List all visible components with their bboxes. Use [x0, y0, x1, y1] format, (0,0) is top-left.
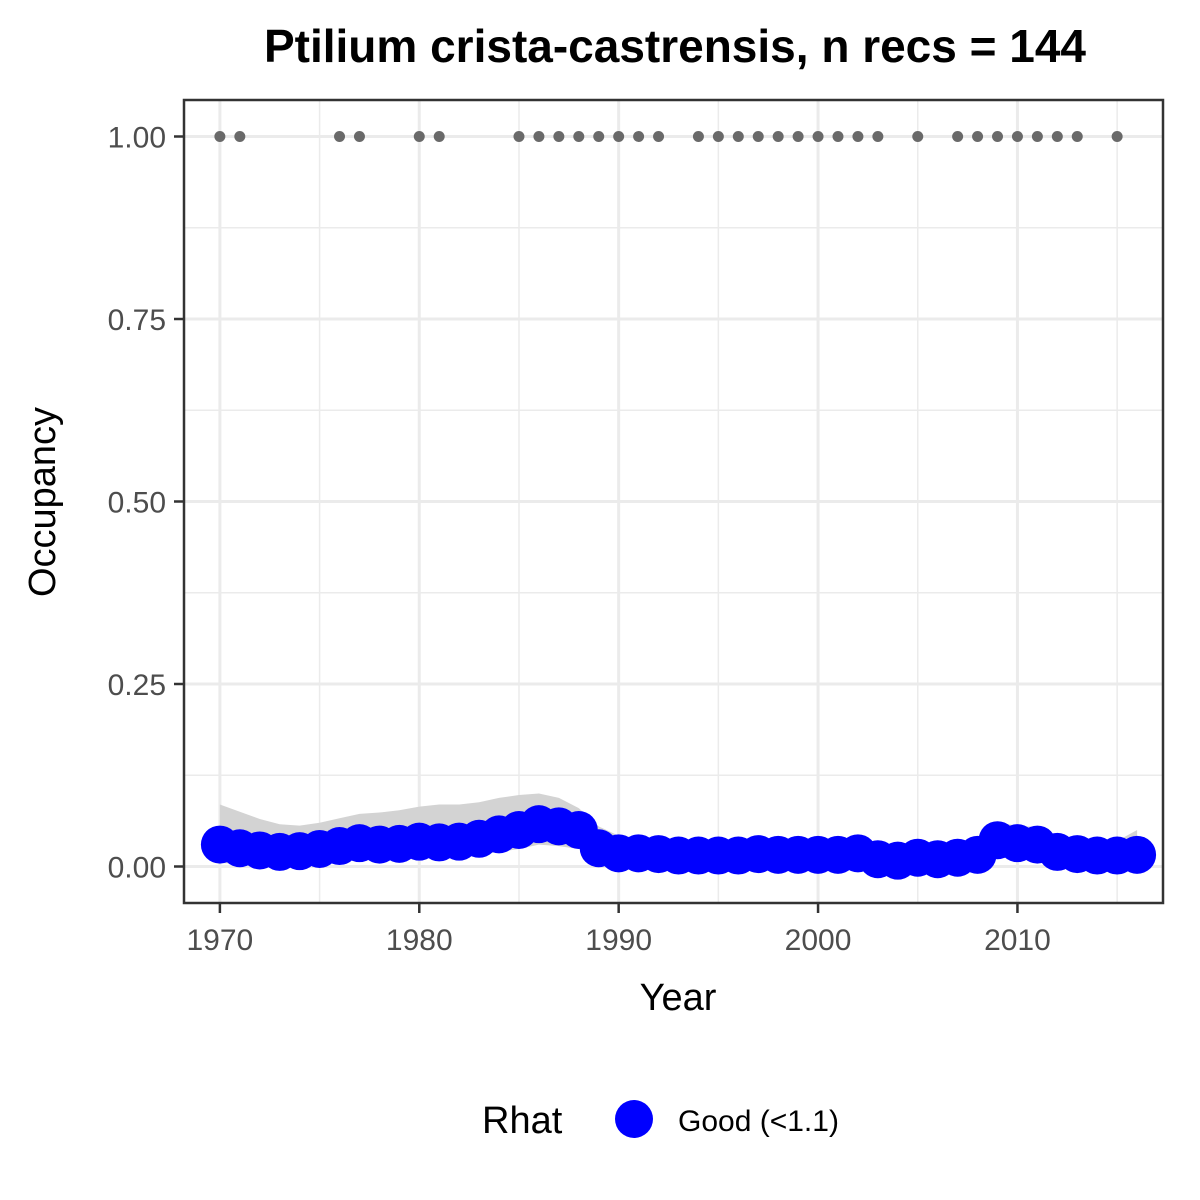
- record-point: [513, 131, 525, 142]
- record-point: [732, 131, 744, 142]
- record-point: [772, 131, 784, 142]
- record-point: [992, 131, 1004, 142]
- record-point: [553, 131, 565, 142]
- record-point: [1071, 131, 1083, 142]
- chart-title: Ptilium crista-castrensis, n recs = 144: [264, 20, 1086, 72]
- record-point: [792, 131, 804, 142]
- record-point: [633, 131, 645, 142]
- record-point: [593, 131, 605, 142]
- record-point: [533, 131, 545, 142]
- occupancy-estimates: [200, 805, 1157, 880]
- x-axis: 1970 1980 1990 2000 2010: [187, 903, 1051, 957]
- y-tick-label: 0.50: [108, 487, 166, 520]
- legend-key-good: [615, 1100, 653, 1138]
- y-tick-label: 0.75: [108, 304, 166, 337]
- record-point: [613, 131, 625, 142]
- x-tick-label: 1990: [585, 924, 652, 957]
- record-point: [872, 131, 884, 142]
- legend-label-good: Good (<1.1): [678, 1105, 839, 1138]
- record-point: [433, 131, 445, 142]
- record-point: [972, 131, 984, 142]
- record-point: [832, 131, 844, 142]
- record-point: [1111, 131, 1123, 142]
- observed-records: [214, 131, 1123, 142]
- x-tick-label: 2010: [984, 924, 1051, 957]
- y-axis-title: Occupancy: [22, 407, 64, 597]
- record-point: [852, 131, 864, 142]
- record-point: [334, 131, 346, 142]
- record-point: [653, 131, 665, 142]
- record-point: [752, 131, 764, 142]
- record-point: [353, 131, 365, 142]
- record-point: [573, 131, 585, 142]
- record-point: [712, 131, 724, 142]
- y-tick-label: 1.00: [108, 122, 166, 155]
- legend: Rhat Good (<1.1): [482, 1100, 839, 1142]
- record-point: [1031, 131, 1043, 142]
- x-axis-title: Year: [640, 977, 717, 1019]
- y-tick-label: 0.00: [108, 852, 166, 885]
- major-gridlines: [184, 100, 1163, 903]
- x-tick-label: 1970: [187, 924, 254, 957]
- record-point: [214, 131, 226, 142]
- record-point: [692, 131, 704, 142]
- record-point: [234, 131, 246, 142]
- record-point: [912, 131, 924, 142]
- legend-title: Rhat: [482, 1100, 563, 1142]
- x-tick-label: 2000: [785, 924, 852, 957]
- x-tick-label: 1980: [386, 924, 453, 957]
- record-point: [1011, 131, 1023, 142]
- record-point: [952, 131, 964, 142]
- y-tick-label: 0.25: [108, 669, 166, 702]
- y-axis: 0.00 0.25 0.50 0.75 1.00: [108, 122, 184, 885]
- occupancy-point: [1118, 835, 1157, 874]
- record-point: [413, 131, 425, 142]
- record-point: [812, 131, 824, 142]
- record-point: [1051, 131, 1063, 142]
